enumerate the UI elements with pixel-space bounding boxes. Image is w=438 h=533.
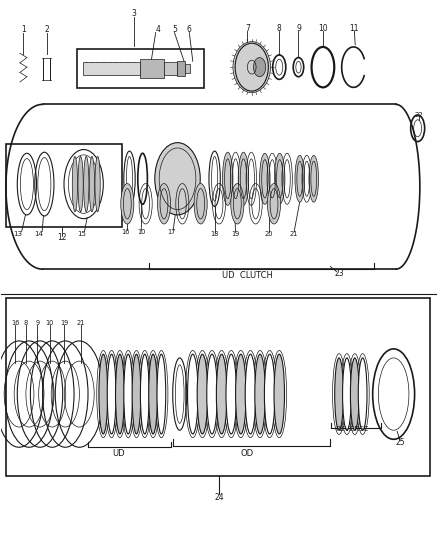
Ellipse shape	[254, 58, 266, 77]
Text: 6: 6	[187, 26, 192, 35]
Text: REVERSE: REVERSE	[336, 426, 369, 432]
Bar	[6, 298, 430, 477]
Text: 16: 16	[11, 320, 19, 326]
Text: 18: 18	[210, 231, 219, 237]
Ellipse shape	[157, 354, 166, 434]
Text: 25: 25	[396, 439, 405, 448]
Ellipse shape	[274, 354, 285, 434]
Ellipse shape	[260, 154, 270, 204]
Text: 10: 10	[137, 229, 145, 235]
Text: 24: 24	[214, 493, 224, 502]
Ellipse shape	[233, 42, 271, 93]
Ellipse shape	[268, 183, 281, 224]
Text: 10: 10	[46, 320, 54, 326]
Ellipse shape	[238, 152, 249, 205]
Text: 5: 5	[172, 26, 177, 35]
Ellipse shape	[78, 157, 83, 212]
Text: 19: 19	[231, 231, 240, 237]
Text: 20: 20	[265, 231, 273, 237]
Ellipse shape	[141, 354, 149, 434]
Ellipse shape	[358, 358, 367, 430]
Ellipse shape	[187, 354, 198, 434]
Text: 22: 22	[414, 112, 423, 118]
Ellipse shape	[121, 183, 134, 224]
Text: 12: 12	[57, 233, 67, 243]
Ellipse shape	[245, 354, 256, 434]
Ellipse shape	[107, 354, 116, 434]
Ellipse shape	[231, 183, 244, 224]
Ellipse shape	[84, 157, 89, 212]
Ellipse shape	[216, 354, 227, 434]
Ellipse shape	[89, 157, 95, 212]
Ellipse shape	[236, 354, 246, 434]
Ellipse shape	[149, 354, 157, 434]
Ellipse shape	[350, 358, 359, 430]
Ellipse shape	[72, 157, 78, 212]
Bar	[177, 61, 184, 76]
Text: 7: 7	[245, 25, 250, 34]
Text: 21: 21	[290, 231, 298, 237]
Ellipse shape	[194, 183, 207, 224]
Text: 16: 16	[121, 229, 129, 235]
Text: UD  CLUTCH: UD CLUTCH	[222, 271, 273, 280]
Ellipse shape	[124, 354, 133, 434]
Bar	[83, 62, 140, 75]
Bar	[140, 60, 163, 77]
Text: 9: 9	[35, 320, 39, 326]
Ellipse shape	[226, 354, 237, 434]
Ellipse shape	[335, 358, 343, 430]
Ellipse shape	[223, 152, 233, 205]
Text: UD: UD	[112, 449, 125, 458]
Ellipse shape	[309, 156, 318, 202]
Text: 13: 13	[13, 231, 22, 237]
Text: 21: 21	[76, 320, 85, 326]
Ellipse shape	[343, 358, 351, 430]
Text: OD: OD	[241, 449, 254, 458]
Ellipse shape	[207, 354, 217, 434]
Text: 14: 14	[35, 231, 43, 237]
Text: 3: 3	[131, 10, 136, 19]
Ellipse shape	[275, 154, 285, 204]
Ellipse shape	[132, 354, 141, 434]
Ellipse shape	[157, 183, 170, 224]
Ellipse shape	[95, 157, 100, 212]
Text: 4: 4	[155, 26, 160, 35]
Ellipse shape	[255, 354, 265, 434]
Ellipse shape	[155, 143, 200, 215]
Text: 2: 2	[44, 26, 49, 35]
Bar	[184, 63, 190, 73]
Text: 10: 10	[318, 25, 328, 34]
Text: 8: 8	[24, 320, 28, 326]
Text: 15: 15	[77, 231, 86, 237]
Bar	[6, 144, 122, 227]
Ellipse shape	[265, 354, 275, 434]
Text: 17: 17	[167, 229, 175, 235]
Ellipse shape	[99, 354, 108, 434]
Text: 9: 9	[296, 25, 301, 34]
Bar	[163, 62, 177, 75]
Text: 1: 1	[21, 26, 26, 35]
Bar	[77, 49, 204, 88]
Ellipse shape	[295, 156, 304, 202]
Text: 11: 11	[350, 25, 359, 34]
Ellipse shape	[197, 354, 208, 434]
Text: 19: 19	[60, 320, 69, 326]
Ellipse shape	[116, 354, 124, 434]
Text: 23: 23	[334, 269, 344, 278]
Text: 8: 8	[277, 25, 282, 34]
